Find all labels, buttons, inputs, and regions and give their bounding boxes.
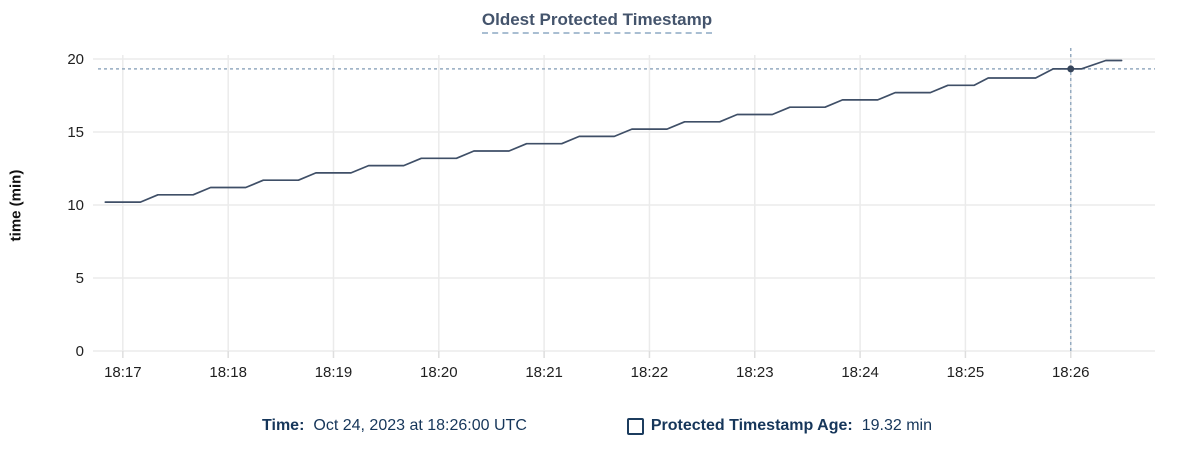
tooltip-time-value: Oct 24, 2023 at 18:26:00 UTC xyxy=(313,417,527,434)
x-tick-label: 18:22 xyxy=(631,364,669,381)
legend-checkbox-marker[interactable] xyxy=(626,417,644,435)
x-tick-label: 18:18 xyxy=(209,364,247,381)
chart-title[interactable]: Oldest Protected Timestamp xyxy=(481,10,713,34)
x-tick-label: 18:26 xyxy=(1052,364,1090,381)
y-tick-label: 10 xyxy=(67,197,84,214)
x-tick-label: 18:21 xyxy=(525,364,563,381)
hover-data-point xyxy=(1067,65,1075,73)
x-tick-label: 18:24 xyxy=(841,364,879,381)
series-line-protected-timestamp-age xyxy=(104,59,1123,203)
x-tick-label: 18:19 xyxy=(315,364,353,381)
y-tick-label: 20 xyxy=(67,51,84,68)
legend-series-value: 19.32 min xyxy=(861,417,932,434)
x-tick-label: 18:20 xyxy=(420,364,458,381)
line-chart-svg[interactable]: 0 5 10 15 20 18:17 18:18 18:19 18:20 18:21 18:22 18… xyxy=(0,0,1194,400)
y-tick-label: 5 xyxy=(76,270,84,287)
chart-title-wrap: Oldest Protected Timestamp xyxy=(0,10,1194,34)
tooltip-time-group: Time: Oct 24, 2023 at 18:26:00 UTC xyxy=(262,417,527,435)
x-tick-label: 18:17 xyxy=(104,364,142,381)
legend-item-protected-timestamp-age[interactable]: Protected Timestamp Age: 19.32 min xyxy=(626,417,932,435)
x-tick-label: 18:25 xyxy=(947,364,985,381)
tooltip-legend-row: Time: Oct 24, 2023 at 18:26:00 UTC Prote… xyxy=(0,417,1194,435)
y-tick-label: 0 xyxy=(76,343,84,360)
legend-series-label: Protected Timestamp Age: xyxy=(650,417,853,434)
tooltip-time-label: Time: xyxy=(262,417,305,434)
x-tick-label: 18:23 xyxy=(736,364,774,381)
y-tick-label: 15 xyxy=(67,124,84,141)
